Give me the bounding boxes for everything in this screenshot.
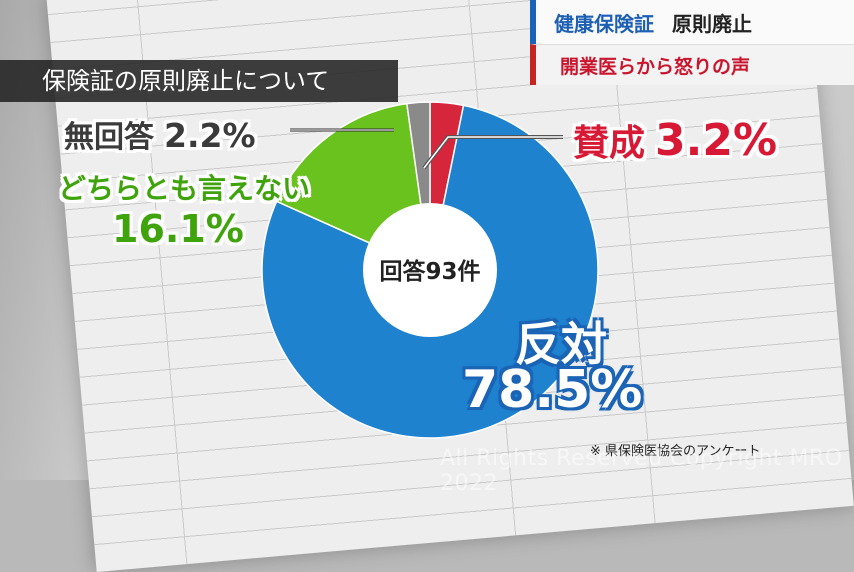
topic-status: 原則廃止 <box>672 11 752 36</box>
slice-label-agree-category: 賛成 <box>573 123 646 164</box>
center-label: 回答93件 <box>379 259 481 285</box>
copyright-watermark: All Rights Reserved Copyright MRO 2022 <box>440 446 843 496</box>
slice-label-oppose-value: 78.5% <box>462 360 643 420</box>
slice-label-noanswer-value: 2.2% <box>164 116 256 155</box>
slice-label-agree: 賛成 3.2% <box>573 114 777 166</box>
pie-chart <box>261 101 599 439</box>
leader-line-agree-highlight <box>423 136 563 169</box>
slice-label-neither-category: どちらとも言えない <box>58 172 311 205</box>
slice-label-agree-value: 3.2% <box>655 115 778 166</box>
donut-hole <box>363 203 497 337</box>
slice-label-oppose-category: 反対 <box>515 317 607 371</box>
source-note: ※ 県保険医協会のアンケート <box>590 444 761 459</box>
slice-label-noanswer: 無回答 2.2% <box>64 112 256 156</box>
slice-label-noanswer-category: 無回答 <box>64 120 154 155</box>
topic-headline: 開業医らから怒りの声 <box>530 44 854 85</box>
news-topic-box: 健康保険証 原則廃止 開業医らから怒りの声 <box>530 0 854 85</box>
chart-title: 保険証の原則廃止について <box>0 60 398 102</box>
topic-keyword: 健康保険証 <box>554 11 654 36</box>
slice-label-neither-value: 16.1% <box>112 207 244 251</box>
topic-line-1: 健康保険証 原則廃止 <box>530 0 854 44</box>
